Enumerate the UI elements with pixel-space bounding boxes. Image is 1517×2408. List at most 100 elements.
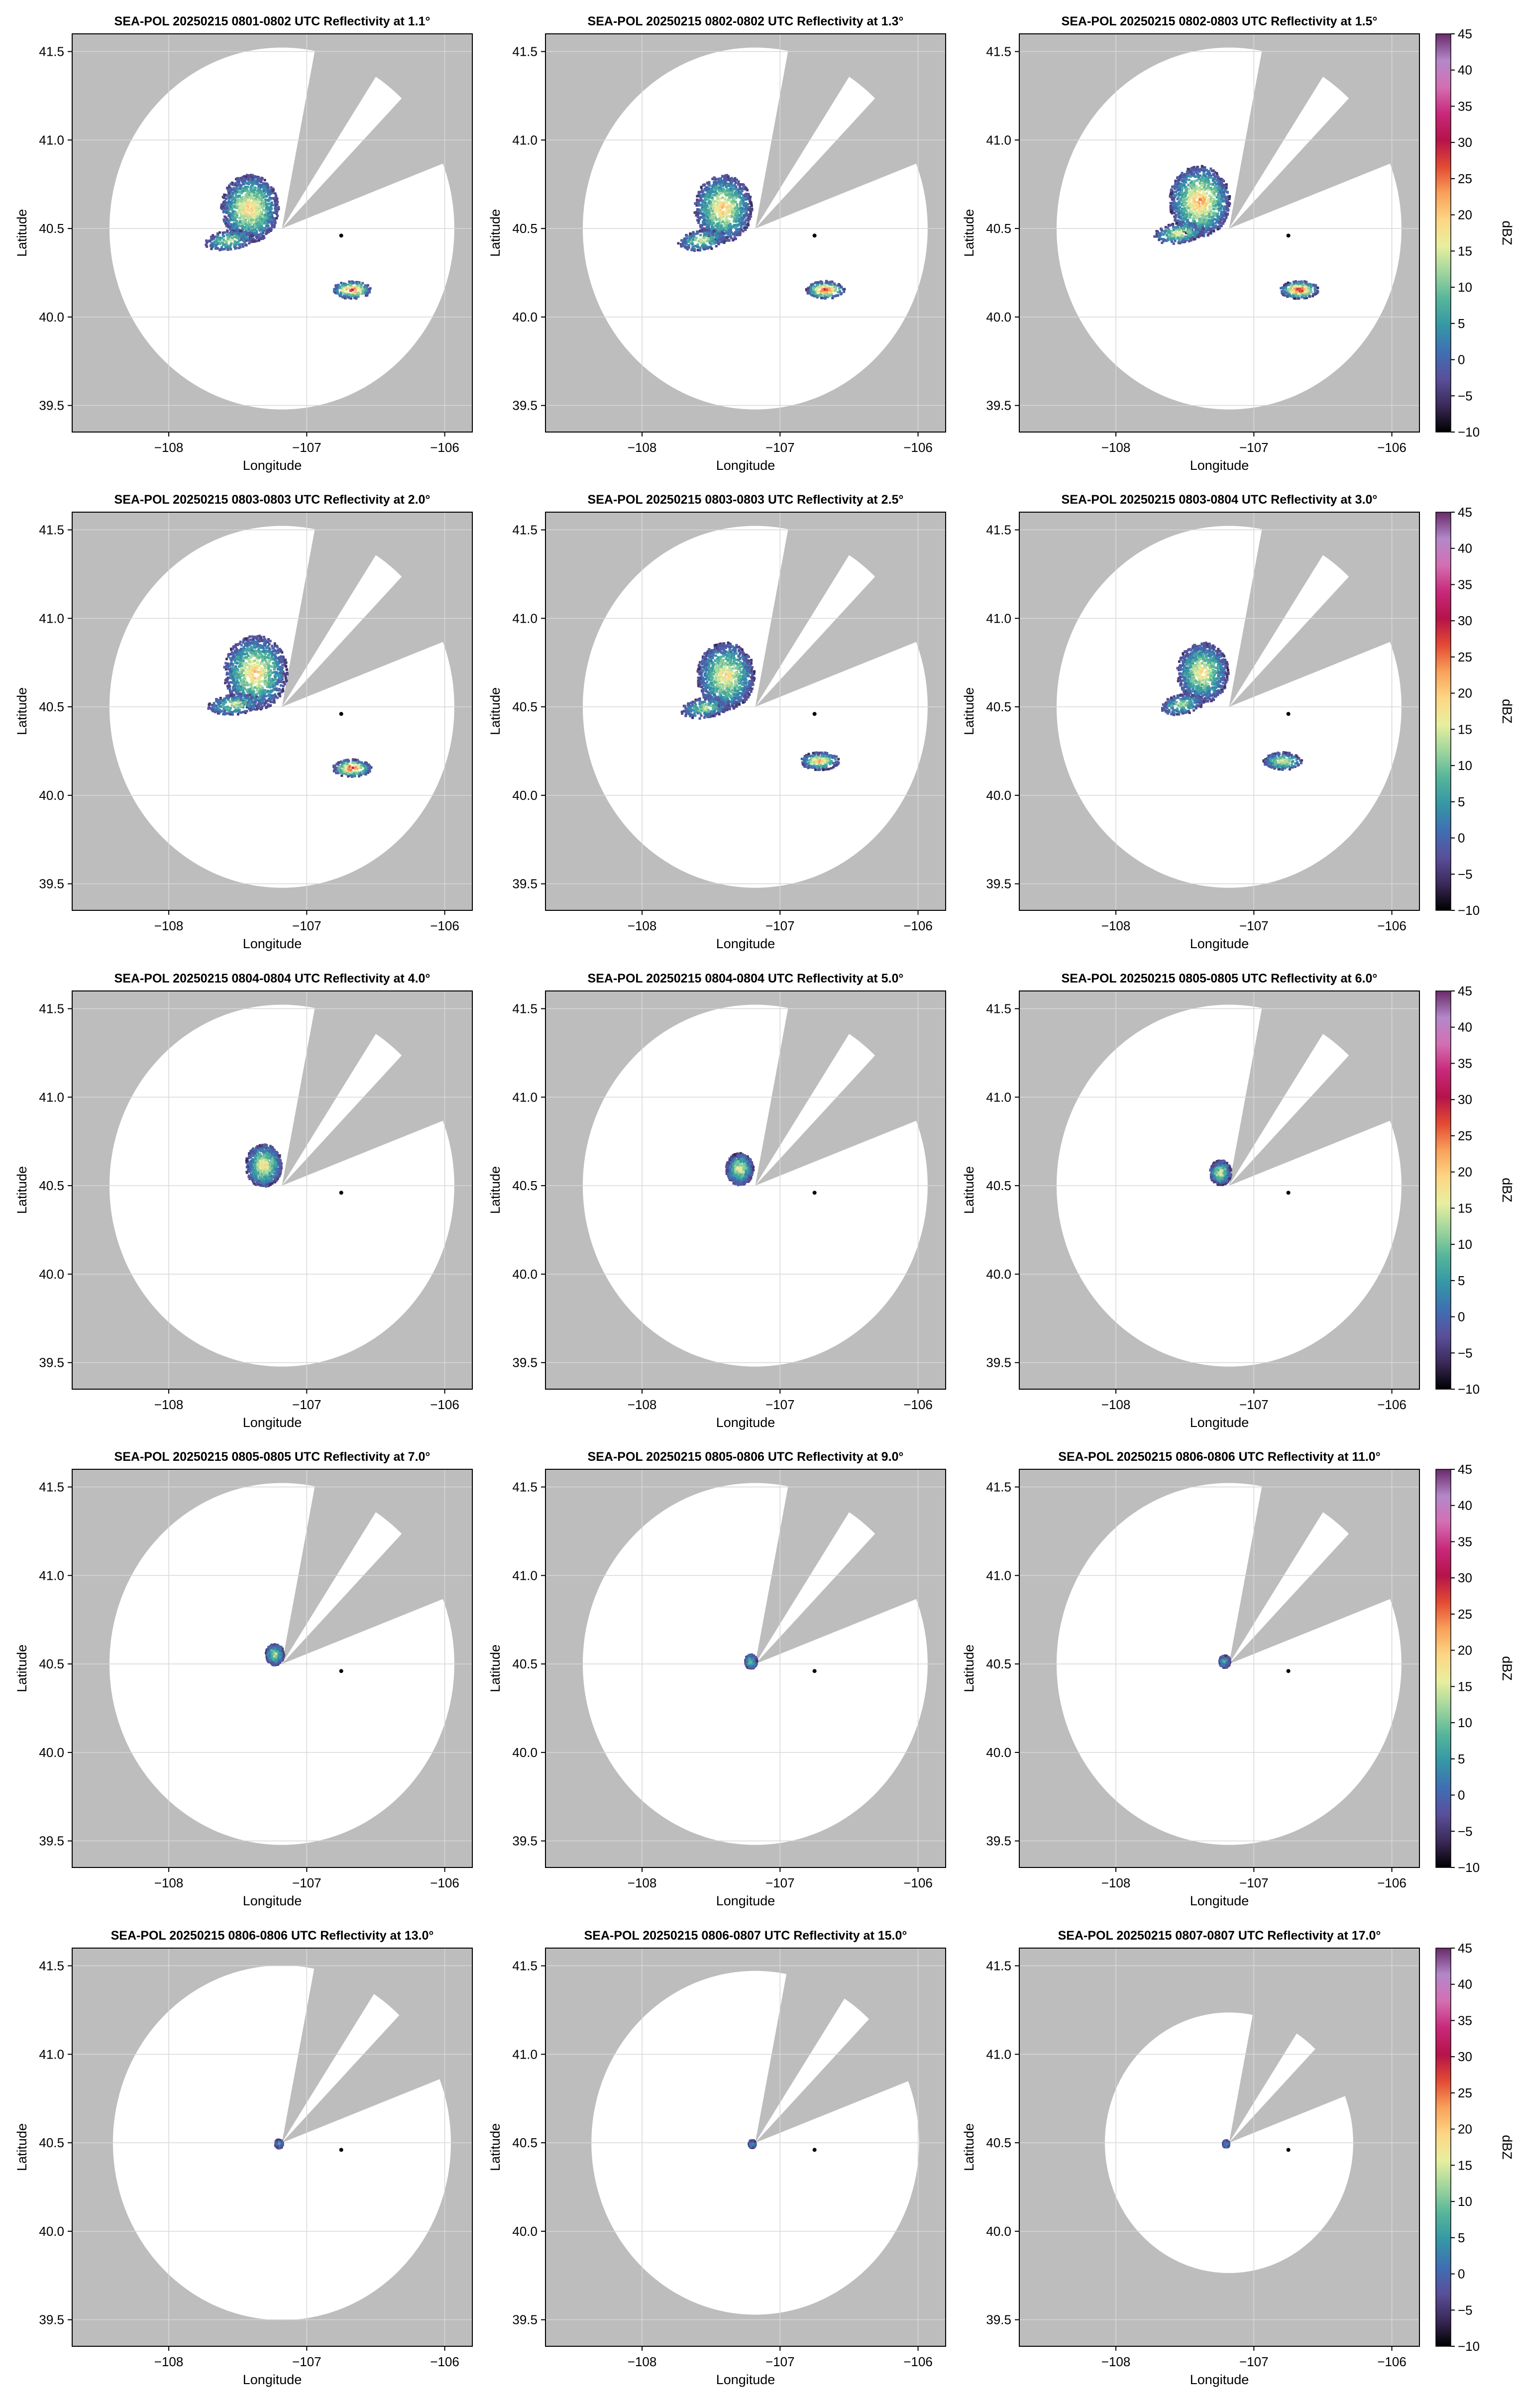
y-tick-label: 40.5 xyxy=(512,2135,538,2150)
colorbar-tick-label: −10 xyxy=(1458,1860,1480,1875)
y-tick-label: 40.5 xyxy=(39,699,64,714)
y-tick-label: 39.5 xyxy=(512,1355,538,1370)
colorbar-tick-label: 25 xyxy=(1458,650,1472,664)
y-tick-label: 40.5 xyxy=(986,1656,1011,1671)
panel-15: SEA-POL 20250215 0807-0807 UTC Reflectiv… xyxy=(962,1929,1420,2387)
y-axis-label: Latitude xyxy=(488,209,503,257)
y-tick-label: 41.5 xyxy=(512,1001,538,1016)
panel-title: SEA-POL 20250215 0806-0806 UTC Reflectiv… xyxy=(111,1929,434,1943)
reflectivity-echo xyxy=(748,2139,757,2149)
reflectivity-echo xyxy=(245,1143,283,1188)
x-tick-label: −106 xyxy=(430,2354,459,2369)
x-tick-label: −106 xyxy=(903,1875,933,1890)
panel-10: SEA-POL 20250215 0805-0805 UTC Reflectiv… xyxy=(14,1450,473,1908)
colorbar-tick-label: 20 xyxy=(1458,2122,1472,2137)
y-tick-label: 39.5 xyxy=(512,2312,538,2327)
x-tick-label: −107 xyxy=(765,1397,795,1412)
x-tick-label: −107 xyxy=(765,918,795,933)
panel-13: SEA-POL 20250215 0806-0806 UTC Reflectiv… xyxy=(14,1929,473,2387)
colorbar-tick-label: −5 xyxy=(1458,2302,1473,2317)
axes-frame xyxy=(72,33,473,433)
colorbar-tick-label: −5 xyxy=(1458,1345,1473,1360)
x-tick-label: −106 xyxy=(430,1875,459,1890)
reflectivity-echo xyxy=(1209,1159,1232,1187)
reflectivity-echo xyxy=(680,641,840,771)
plot-area xyxy=(545,1948,946,2346)
y-tick-label: 41.5 xyxy=(512,1480,538,1495)
y-tick-label: 40.0 xyxy=(39,788,64,803)
y-axis-label: Latitude xyxy=(488,1644,503,1692)
colorbar-label: dBZ xyxy=(1500,1178,1515,1203)
colorbar-tick-label: 45 xyxy=(1458,26,1472,41)
axes-frame xyxy=(72,512,473,911)
y-tick-label: 41.5 xyxy=(39,1480,64,1495)
reflectivity-echo xyxy=(725,1152,755,1187)
colorbar-tick-label: 10 xyxy=(1458,2194,1472,2209)
x-tick-label: −106 xyxy=(1377,1875,1407,1890)
radar-site-marker xyxy=(812,712,817,716)
plot-area xyxy=(72,34,472,432)
colorbar-tick-label: 5 xyxy=(1458,1751,1465,1766)
y-tick-label: 41.0 xyxy=(39,1568,64,1583)
colorbar-tick-label: 15 xyxy=(1458,1679,1472,1694)
plot-area xyxy=(72,1948,472,2346)
y-axis-label: Latitude xyxy=(14,2123,29,2171)
y-tick-label: 40.0 xyxy=(512,2224,538,2239)
colorbar-tick-label: 35 xyxy=(1458,1056,1472,1071)
y-tick-label: 40.5 xyxy=(512,699,538,714)
colorbar-tick-label: 35 xyxy=(1458,1534,1472,1549)
reflectivity-echo xyxy=(1218,1654,1231,1669)
colorbar-tick-label: 45 xyxy=(1458,1941,1472,1956)
y-tick-label: 41.0 xyxy=(512,1568,538,1583)
x-tick-label: −107 xyxy=(292,1397,322,1412)
reflectivity-echo xyxy=(1222,2139,1231,2149)
reflectivity-echo xyxy=(205,174,372,300)
colorbar-tick-label: −5 xyxy=(1458,388,1473,403)
colorbar-tick-label: −5 xyxy=(1458,1824,1473,1839)
y-tick-label: 41.0 xyxy=(986,2047,1011,2062)
y-tick-label: 41.0 xyxy=(986,1568,1011,1583)
panel-7: SEA-POL 20250215 0804-0804 UTC Reflectiv… xyxy=(14,972,473,1430)
x-axis-label: Longitude xyxy=(716,936,775,951)
panel-title: SEA-POL 20250215 0806-0807 UTC Reflectiv… xyxy=(584,1929,907,1943)
x-tick-label: −106 xyxy=(903,440,933,455)
y-tick-label: 41.5 xyxy=(986,1001,1011,1016)
panel-title: SEA-POL 20250215 0806-0806 UTC Reflectiv… xyxy=(1058,1450,1380,1464)
y-tick-label: 40.0 xyxy=(512,788,538,803)
x-tick-label: −107 xyxy=(765,1875,795,1890)
reflectivity-echo xyxy=(265,1643,285,1666)
colorbar-tick-label: 20 xyxy=(1458,1165,1472,1180)
radar-site-marker xyxy=(812,233,817,238)
plot-area xyxy=(545,512,946,910)
axes-frame xyxy=(545,990,946,1390)
colorbar-tick-label: 20 xyxy=(1458,1643,1472,1658)
y-tick-label: 40.0 xyxy=(986,310,1011,325)
panel-title: SEA-POL 20250215 0803-0803 UTC Reflectiv… xyxy=(114,493,431,507)
panel-11: SEA-POL 20250215 0805-0806 UTC Reflectiv… xyxy=(488,1450,946,1908)
x-tick-label: −107 xyxy=(1239,918,1269,933)
x-tick-label: −108 xyxy=(628,2354,657,2369)
y-tick-label: 39.5 xyxy=(986,398,1011,413)
colorbar-label: dBZ xyxy=(1500,699,1515,724)
x-axis-label: Longitude xyxy=(716,1415,775,1430)
x-axis-label: Longitude xyxy=(1190,2372,1249,2387)
x-tick-label: −107 xyxy=(292,918,322,933)
colorbar-tick-label: 10 xyxy=(1458,1237,1472,1252)
x-axis-label: Longitude xyxy=(716,2372,775,2387)
reflectivity-echo xyxy=(207,635,373,778)
x-axis-label: Longitude xyxy=(243,1415,302,1430)
colorbar-row-2: −10 −5 0 5 10 15 20 25 30 35 40 45 dBZ xyxy=(1435,505,1515,918)
panel-9: SEA-POL 20250215 0805-0805 UTC Reflectiv… xyxy=(962,972,1420,1430)
plot-area xyxy=(72,1469,472,1867)
y-tick-label: 39.5 xyxy=(986,1834,1011,1849)
x-axis-label: Longitude xyxy=(1190,1415,1249,1430)
y-axis-label: Latitude xyxy=(14,687,29,735)
colorbar-tick-label: 30 xyxy=(1458,135,1472,150)
colorbar-tick-label: 10 xyxy=(1458,758,1472,773)
y-tick-label: 39.5 xyxy=(39,2312,64,2327)
y-tick-label: 41.5 xyxy=(986,44,1011,59)
x-axis-label: Longitude xyxy=(1190,458,1249,473)
colorbar-tick-label: 10 xyxy=(1458,280,1472,295)
axes-frame xyxy=(1019,990,1420,1390)
reflectivity-echo xyxy=(677,174,846,300)
